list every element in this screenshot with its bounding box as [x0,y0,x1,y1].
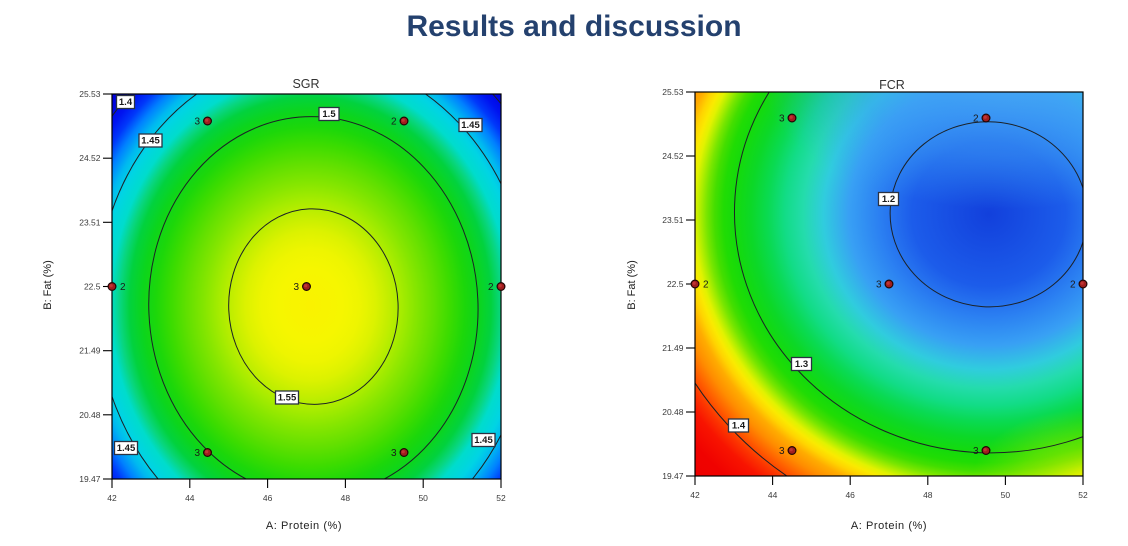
svg-text:23.51: 23.51 [79,217,101,227]
svg-text:1.45: 1.45 [461,120,480,131]
svg-text:Results and discussion: Results and discussion [406,10,741,43]
svg-text:52: 52 [496,493,506,503]
svg-text:1.4: 1.4 [119,97,133,108]
svg-text:B: Fat (%): B: Fat (%) [626,260,638,310]
svg-text:48: 48 [341,493,351,503]
svg-text:3: 3 [876,280,882,291]
svg-text:21.49: 21.49 [79,346,101,356]
svg-text:24.52: 24.52 [79,153,101,163]
svg-text:25.53: 25.53 [79,89,101,99]
svg-text:B: Fat (%): B: Fat (%) [42,260,54,310]
svg-text:2: 2 [703,280,709,291]
svg-text:1.2: 1.2 [882,194,895,205]
svg-text:25.53: 25.53 [662,87,684,97]
svg-text:22.5: 22.5 [84,282,101,292]
svg-text:52: 52 [1078,490,1088,500]
svg-text:FCR: FCR [879,78,905,92]
svg-text:3: 3 [194,117,200,128]
svg-text:2: 2 [488,282,494,293]
svg-text:1.55: 1.55 [278,393,297,404]
svg-text:42: 42 [107,493,117,503]
svg-text:3: 3 [779,446,785,457]
svg-text:21.49: 21.49 [662,343,684,353]
svg-text:44: 44 [768,490,778,500]
svg-text:20.48: 20.48 [662,407,684,417]
svg-text:1.5: 1.5 [322,109,336,120]
svg-text:3: 3 [293,282,299,293]
svg-text:22.5: 22.5 [667,279,684,289]
svg-text:50: 50 [418,493,428,503]
svg-text:2: 2 [391,117,397,128]
svg-text:1.45: 1.45 [117,443,136,454]
svg-text:A: Protein (%): A: Protein (%) [266,520,342,532]
svg-text:48: 48 [923,490,933,500]
svg-text:46: 46 [263,493,273,503]
svg-text:20.48: 20.48 [79,410,101,420]
svg-text:19.47: 19.47 [662,471,684,481]
svg-text:23.51: 23.51 [662,215,684,225]
svg-text:2: 2 [973,114,979,125]
svg-text:50: 50 [1001,490,1011,500]
svg-text:42: 42 [690,490,700,500]
svg-text:44: 44 [185,493,195,503]
svg-text:3: 3 [973,446,979,457]
svg-text:3: 3 [779,114,785,125]
svg-text:1.4: 1.4 [732,421,746,432]
svg-text:24.52: 24.52 [662,151,684,161]
svg-text:1.45: 1.45 [474,435,493,446]
svg-text:3: 3 [194,448,200,459]
svg-text:1.3: 1.3 [795,359,808,370]
svg-text:2: 2 [1070,280,1076,291]
svg-text:1.45: 1.45 [141,136,160,147]
svg-text:SGR: SGR [292,77,319,91]
svg-text:3: 3 [391,448,397,459]
svg-text:2: 2 [120,282,126,293]
svg-text:19.47: 19.47 [79,474,101,484]
svg-text:A: Protein (%): A: Protein (%) [851,520,927,532]
svg-text:46: 46 [845,490,855,500]
